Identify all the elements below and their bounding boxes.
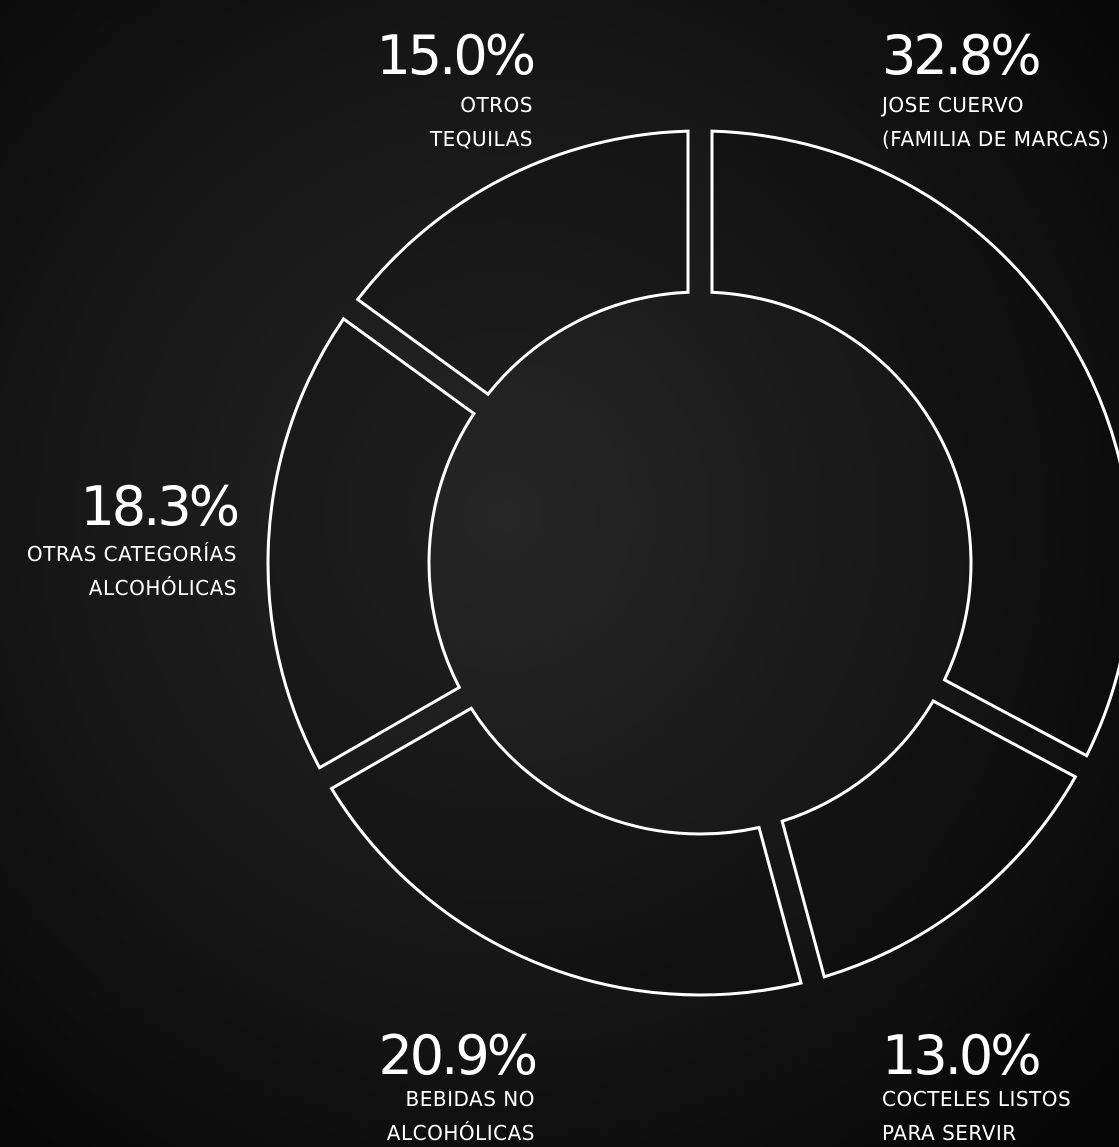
value-label: 20.9% [378, 1024, 535, 1087]
category-label: PARA SERVIR [882, 1121, 1017, 1145]
category-label: ALCOHÓLICAS [89, 576, 237, 600]
chart: 32.8% JOSE CUERVO (FAMILIA DE MARCAS) 13.0%… [0, 0, 1119, 1147]
page: 32.8% JOSE CUERVO (FAMILIA DE MARCAS) 13.0%… [0, 0, 1119, 1147]
value-label: 15.0% [376, 24, 533, 87]
value-label: 13.0% [882, 1024, 1039, 1087]
category-label: OTRAS CATEGORÍAS [27, 542, 237, 566]
category-label: JOSE CUERVO [880, 93, 1024, 117]
category-label: ALCOHÓLICAS [387, 1121, 535, 1145]
category-label: BEBIDAS NO [406, 1087, 535, 1111]
category-label: (FAMILIA DE MARCAS) [882, 127, 1109, 151]
category-label: OTROS [460, 93, 533, 117]
category-label: COCTELES LISTOS [882, 1087, 1071, 1111]
value-label: 32.8% [882, 24, 1039, 87]
value-label: 18.3% [80, 475, 237, 538]
category-label: TEQUILAS [429, 127, 533, 151]
